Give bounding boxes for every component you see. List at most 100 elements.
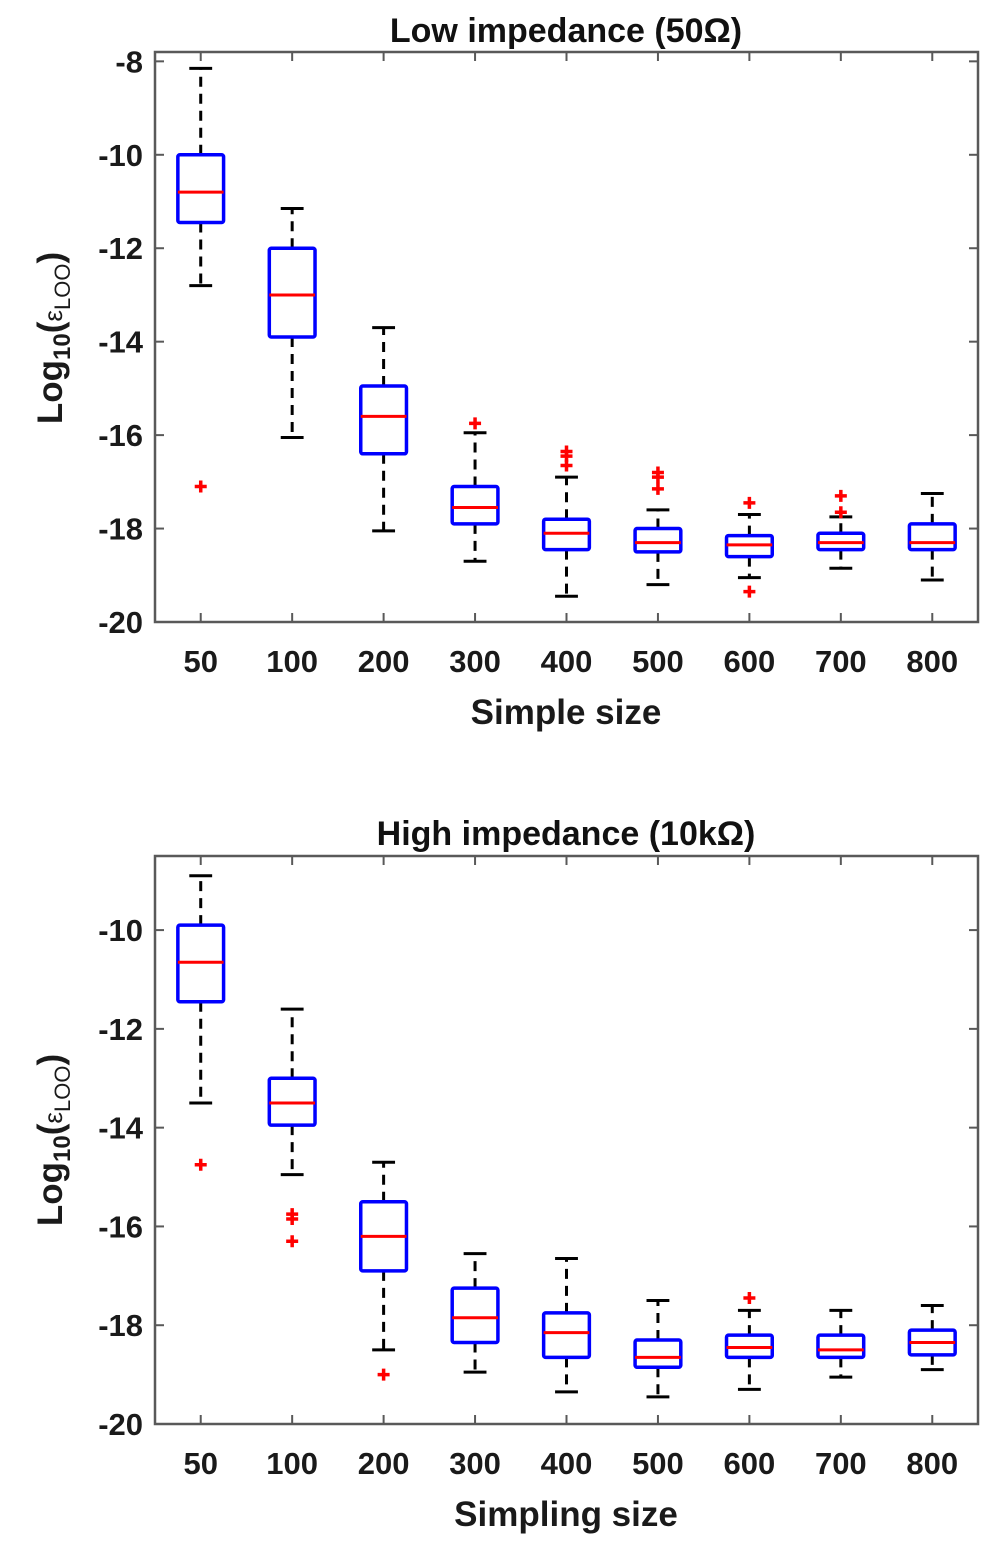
- box-300: [450, 1252, 500, 1374]
- y-tick-label: -14: [98, 1111, 144, 1146]
- chart-high-impedance: High impedance (10kΩ) -20 -18 -16 -14 -12 -10…: [31, 815, 980, 1534]
- box-marks: [176, 874, 957, 1399]
- box-400: [541, 1257, 592, 1394]
- y-tick-label: -18: [98, 1308, 143, 1343]
- y-label-close: ): [31, 1054, 70, 1066]
- y-label-base-sub: 10: [49, 333, 76, 360]
- plot-area-frame: [153, 854, 980, 1426]
- box-600: [724, 496, 774, 598]
- y-tick-label: -20: [98, 1407, 143, 1442]
- box-300: [450, 417, 500, 563]
- y-label-base: Log: [31, 360, 70, 424]
- y-tick-label: -12: [98, 231, 143, 266]
- y-tick-label: -12: [98, 1012, 143, 1047]
- outlier-marker: [743, 585, 756, 598]
- iqr-box: [359, 384, 409, 456]
- outlier-marker: [651, 471, 664, 484]
- x-tick-label: 200: [358, 1446, 410, 1481]
- iqr-box: [633, 526, 683, 554]
- outlier-marker: [194, 1158, 207, 1171]
- y-label-base-sub: 10: [49, 1135, 76, 1162]
- iqr-box: [267, 246, 317, 339]
- box-100: [267, 207, 317, 439]
- y-tick-label: -16: [98, 1209, 143, 1244]
- y-axis-label: Log10(εLOO): [31, 252, 76, 424]
- outlier-marker: [286, 1235, 299, 1248]
- y-label-eps: ε: [38, 1112, 68, 1124]
- x-tick-label: 100: [266, 644, 318, 679]
- chart-title: High impedance (10kΩ): [377, 815, 756, 853]
- x-axis-label: Simple size: [471, 693, 662, 732]
- plot-area-frame: [153, 50, 980, 624]
- y-label-close: ): [31, 252, 70, 264]
- outlier-marker: [469, 417, 482, 430]
- box-100: [267, 1007, 317, 1248]
- box-800: [907, 1303, 957, 1372]
- y-label-eps-sub: LOO: [50, 264, 75, 310]
- outlier-marker: [743, 496, 756, 509]
- iqr-box: [450, 484, 500, 526]
- y-tick-label: -16: [98, 418, 143, 453]
- x-axis-label: Simpling size: [454, 1495, 678, 1534]
- x-tick-label: 600: [724, 1446, 776, 1481]
- y-label-eps: ε: [38, 310, 68, 322]
- x-tick-label: 800: [906, 644, 958, 679]
- box-50: [176, 874, 226, 1171]
- outlier-marker: [286, 1213, 299, 1226]
- outlier-marker: [834, 489, 847, 502]
- x-tick-label: 200: [358, 644, 410, 679]
- x-tick-label: 600: [724, 644, 776, 679]
- y-tick-label: -20: [98, 605, 143, 640]
- box-marks: [176, 66, 957, 598]
- x-tick-label: 500: [632, 644, 684, 679]
- x-tick-label: 50: [183, 1446, 217, 1481]
- y-tick-label: -18: [98, 512, 143, 547]
- box-500: [633, 466, 683, 587]
- y-tick-labels: -20 -18 -16 -14 -12 -10: [98, 913, 978, 1442]
- y-label-open: (: [31, 321, 70, 333]
- x-tick-label: 300: [449, 644, 501, 679]
- box-200: [359, 326, 409, 533]
- y-label-base: Log: [31, 1162, 70, 1226]
- iqr-box: [541, 1311, 592, 1360]
- box-200: [359, 1160, 409, 1381]
- y-axis-label: Log10(εLOO): [31, 1054, 76, 1226]
- x-tick-label: 100: [266, 1446, 318, 1481]
- box-700: [816, 489, 866, 570]
- outlier-marker: [194, 480, 207, 493]
- iqr-box: [907, 522, 957, 552]
- box-600: [724, 1292, 774, 1391]
- iqr-box: [450, 1286, 500, 1345]
- x-tick-label: 400: [541, 1446, 593, 1481]
- x-tick-label: 700: [815, 1446, 867, 1481]
- outlier-marker: [560, 459, 573, 472]
- y-tick-label: -8: [115, 44, 143, 79]
- x-tick-label: 500: [632, 1446, 684, 1481]
- y-tick-label: -10: [98, 138, 143, 173]
- y-tick-labels: -20 -18 -16 -14 -12 -10 -8: [98, 44, 978, 640]
- iqr-box: [176, 153, 226, 225]
- iqr-box: [633, 1338, 683, 1369]
- outlier-marker: [743, 1292, 756, 1305]
- y-tick-label: -14: [98, 325, 144, 360]
- box-500: [633, 1299, 683, 1399]
- x-tick-labels: 50 100 200 300 400 500 600 700 800: [183, 52, 958, 679]
- outlier-marker: [834, 506, 847, 519]
- y-tick-label: -10: [98, 913, 143, 948]
- x-tick-label: 300: [449, 1446, 501, 1481]
- outlier-marker: [377, 1368, 390, 1381]
- box-700: [816, 1308, 866, 1379]
- chart-title: Low impedance (50Ω): [390, 12, 742, 50]
- x-tick-label: 400: [541, 644, 593, 679]
- box-800: [907, 492, 957, 582]
- x-tick-label: 50: [183, 644, 217, 679]
- x-tick-label: 800: [906, 1446, 958, 1481]
- y-label-open: (: [31, 1123, 70, 1135]
- box-400: [541, 445, 592, 598]
- y-label-eps-sub: LOO: [50, 1066, 75, 1112]
- iqr-box: [816, 1333, 866, 1360]
- chart-low-impedance: Low impedance (50Ω) -20 -18 -16 -14 -12 -10 -8…: [31, 12, 980, 732]
- outlier-marker: [651, 482, 664, 495]
- x-tick-labels: 50 100 200 300 400 500 600 700 800: [183, 856, 958, 1481]
